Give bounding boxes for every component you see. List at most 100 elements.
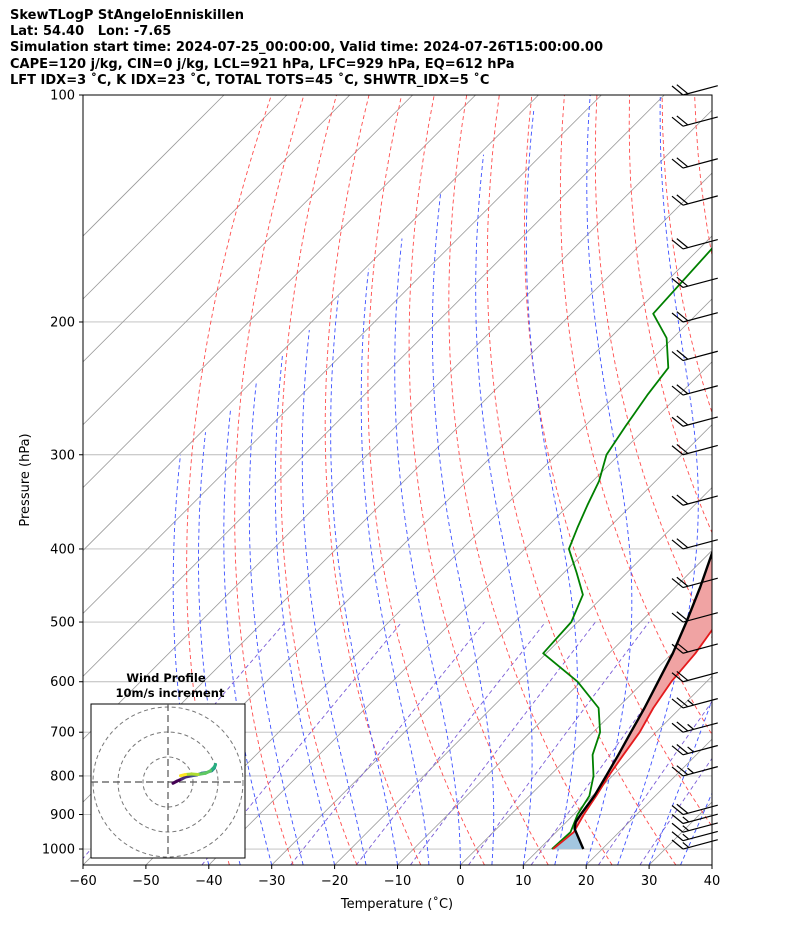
moist-adiabat-line <box>711 863 712 865</box>
barb-flag <box>676 415 689 426</box>
y-tick-label: 100 <box>50 89 75 104</box>
barb-flag <box>676 384 689 395</box>
barb-flag <box>671 385 684 396</box>
barb-flag <box>671 195 684 206</box>
barb-flag <box>671 85 684 96</box>
y-tick-label: 600 <box>50 675 75 690</box>
isotherm-line <box>83 95 413 426</box>
y-tick-label: 900 <box>50 808 75 823</box>
barb-half-flag <box>682 842 690 848</box>
barb-flag <box>676 642 689 653</box>
mixing-ratio-line <box>639 757 712 865</box>
barb-flag <box>671 672 684 683</box>
cape-area <box>553 830 584 849</box>
x-tick-label: −30 <box>258 874 285 889</box>
barb-half-flag <box>682 833 690 840</box>
axis-ticks: −60 −50 −40 −30 −20 −10 0 10 20 30 40 100 200 300 400 5… <box>42 89 720 890</box>
barb-flag <box>676 194 689 205</box>
chart-header: SkewTLogP StAngeloEnniskillen Lat: 54.40 … <box>10 8 603 89</box>
moist-adiabat-line <box>648 698 712 865</box>
dry-adiabat-line <box>760 95 794 865</box>
y-tick-label: 800 <box>50 769 75 784</box>
x-axis-label: Temperature (˚C) <box>340 896 453 912</box>
barb-half-flag <box>682 816 690 823</box>
barb-flag <box>676 611 689 622</box>
moist-adiabat-line <box>223 407 273 865</box>
dry-adiabat-line <box>280 95 358 865</box>
moist-adiabat-line <box>431 193 495 865</box>
barb-flag <box>676 670 689 681</box>
isotherm-line <box>83 95 539 552</box>
mixing-ratio-line <box>468 621 650 865</box>
y-tick-label: 1000 <box>42 843 75 858</box>
moist-adiabat-line <box>274 353 336 865</box>
dry-adiabat-line <box>367 95 485 865</box>
moist-adiabat-line <box>330 296 398 865</box>
barb-half-flag <box>687 723 695 730</box>
isotherm-line <box>460 612 712 865</box>
dry-adiabat-line <box>486 95 677 865</box>
barb-flag <box>671 745 684 756</box>
moist-adiabat-line <box>680 791 712 865</box>
barb-flag <box>671 495 684 506</box>
barb-flag <box>671 612 684 623</box>
sounding-profiles <box>542 246 712 850</box>
barb-flag <box>676 444 689 454</box>
isotherm-line <box>83 95 665 677</box>
barb-flag <box>671 239 684 250</box>
dry-adiabat-line <box>324 95 422 865</box>
isotherm-line <box>397 549 712 865</box>
x-tick-label: −50 <box>132 874 159 889</box>
barb-half-flag <box>687 746 695 753</box>
mixing-ratio-line <box>598 700 712 865</box>
barb-shaft <box>682 85 718 96</box>
barb-flag <box>671 766 684 777</box>
y-tick-label: 400 <box>50 542 75 557</box>
barb-flag <box>676 744 689 754</box>
dry-adiabat-line <box>523 95 712 828</box>
x-tick-label: 10 <box>515 874 532 889</box>
title-line-times: Simulation start time: 2024-07-25_00:00:… <box>10 40 603 56</box>
mixing-ratio-line <box>290 621 485 865</box>
barb-flag <box>676 494 689 505</box>
barb-flag <box>671 822 684 833</box>
isotherm-line <box>208 361 712 865</box>
x-tick-label: −20 <box>321 874 348 889</box>
barb-flag <box>676 115 689 126</box>
isotherm-line <box>271 424 712 865</box>
barb-flag <box>671 578 684 589</box>
x-tick-label: −40 <box>195 874 222 889</box>
dry-adiabat-line <box>186 95 272 865</box>
dry-adiabat-line <box>727 95 794 865</box>
x-tick-label: −60 <box>69 874 96 889</box>
y-axis-label: Pressure (hPa) <box>18 433 33 526</box>
barb-flag <box>676 157 689 168</box>
dry-adiabat-line <box>628 95 712 534</box>
y-tick-label: 500 <box>50 616 75 631</box>
hodograph-segment <box>179 773 187 778</box>
barb-flag <box>671 312 684 323</box>
isotherm-line <box>83 95 351 363</box>
isotherm-line <box>711 864 712 865</box>
moist-adiabat-line <box>248 381 304 865</box>
isotherm-line <box>83 109 712 740</box>
barb-flag <box>676 697 689 708</box>
hodograph-subtitle: 10m/s increment <box>116 686 225 700</box>
dry-adiabat-line <box>408 95 549 865</box>
barb-flag <box>671 722 684 733</box>
barb-flag <box>671 805 684 815</box>
barb-flag <box>671 698 684 709</box>
y-tick-label: 700 <box>50 726 75 741</box>
barb-flag <box>676 84 689 95</box>
isotherm-line <box>83 95 476 489</box>
isotherm-line <box>334 487 712 865</box>
barb-half-flag <box>687 699 695 706</box>
barb-flag <box>671 539 684 550</box>
moist-adiabat-line <box>475 154 533 865</box>
mixing-ratio-line <box>83 621 286 860</box>
x-tick-label: 30 <box>641 874 658 889</box>
barb-flag <box>676 349 689 360</box>
isotherm-line <box>83 95 288 300</box>
y-tick-label: 200 <box>50 315 75 330</box>
